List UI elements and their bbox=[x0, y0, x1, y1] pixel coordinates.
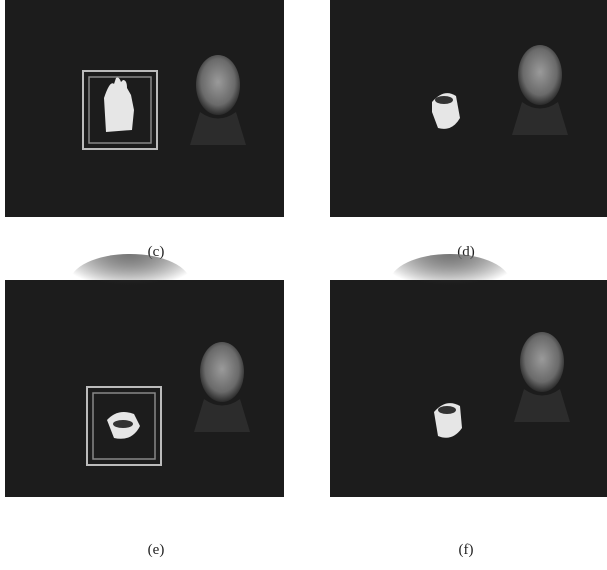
hand-shadow bbox=[438, 406, 456, 414]
panel-d bbox=[330, 0, 607, 217]
hand-shadow bbox=[435, 96, 453, 104]
hand-shadow bbox=[113, 420, 133, 428]
face bbox=[520, 332, 564, 392]
panel-e bbox=[5, 254, 284, 497]
panel-c bbox=[5, 0, 284, 217]
image bbox=[330, 0, 607, 217]
face bbox=[196, 55, 240, 115]
caption: (e) bbox=[148, 542, 165, 558]
page: (c) (d) (e) (f) (() => { const data = JS… bbox=[0, 0, 607, 570]
light bbox=[70, 254, 190, 310]
caption: (f) bbox=[459, 542, 474, 558]
image bbox=[5, 0, 284, 217]
face bbox=[518, 45, 562, 105]
panel-f bbox=[330, 254, 607, 497]
figure: (c) (d) (e) (f) bbox=[0, 0, 607, 570]
image bbox=[330, 280, 607, 497]
face bbox=[200, 342, 244, 402]
light bbox=[390, 254, 510, 310]
